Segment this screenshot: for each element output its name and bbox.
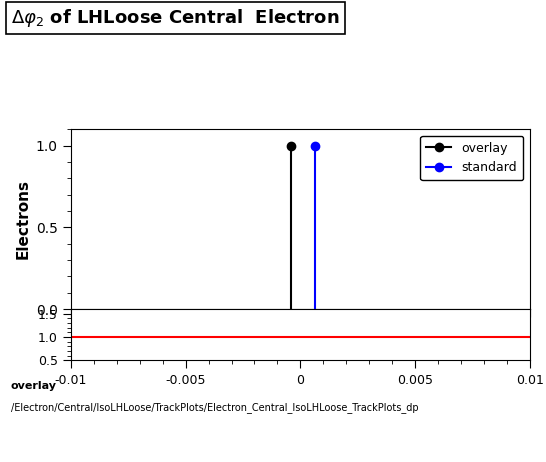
Legend: overlay, standard: overlay, standard [420,136,524,180]
Y-axis label: Electrons: Electrons [15,179,30,259]
Text: $\Delta\varphi_{2}$ of LHLoose Central  Electron: $\Delta\varphi_{2}$ of LHLoose Central E… [11,7,340,29]
Text: overlay: overlay [11,381,57,391]
Text: /Electron/Central/IsoLHLoose/TrackPlots/Electron_Central_IsoLHLoose_TrackPlots_d: /Electron/Central/IsoLHLoose/TrackPlots/… [11,402,419,413]
